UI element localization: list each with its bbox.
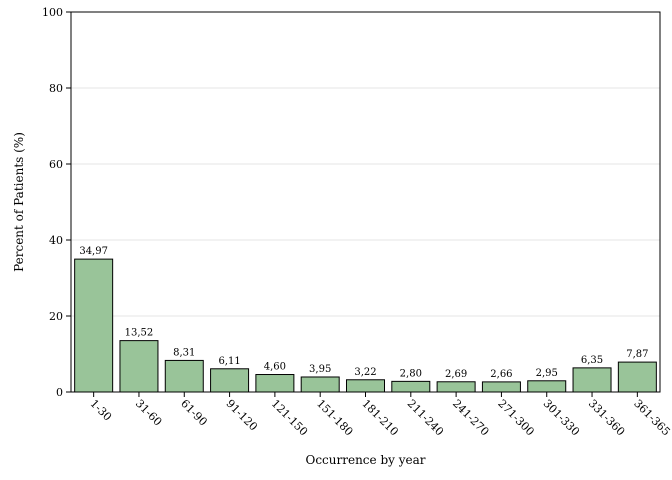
data-label: 6,35 <box>581 355 603 366</box>
data-label: 34,97 <box>79 246 108 257</box>
bar <box>255 374 295 393</box>
grid-lines <box>71 87 660 317</box>
x-tick-label: 121-150 <box>269 397 311 439</box>
x-tick-label: 91-120 <box>223 397 260 434</box>
bar <box>119 340 159 393</box>
bar <box>300 376 340 393</box>
x-tick-label: 61-90 <box>178 397 210 429</box>
bar <box>436 381 476 393</box>
data-label: 6,11 <box>218 356 240 367</box>
y-tick-label: 100 <box>42 6 63 19</box>
data-label: 2,95 <box>536 368 558 379</box>
y-tick-label: 20 <box>49 310 63 323</box>
data-label: 7,87 <box>626 349 648 360</box>
x-tick-label: 211-240 <box>405 397 447 439</box>
x-tick-label: 241-270 <box>450 397 492 439</box>
x-axis: 1-30 31-60 61-90 91-120 121-150 151-180 181-21… <box>88 392 672 438</box>
bar <box>346 379 385 393</box>
data-label: 3,95 <box>309 364 331 375</box>
x-axis-title: Occurrence by year <box>306 453 426 467</box>
y-tick-label: 0 <box>56 386 63 399</box>
y-tick-label: 40 <box>49 234 63 247</box>
x-tick-label: 31-60 <box>133 397 165 429</box>
bar <box>164 359 204 393</box>
data-label: 2,69 <box>445 369 467 380</box>
y-axis: 0 20 40 60 80 100 <box>42 6 71 399</box>
data-label: 2,80 <box>400 368 422 379</box>
x-tick-label: 181-210 <box>359 397 401 439</box>
bar <box>391 380 431 393</box>
plot-frame <box>70 11 661 393</box>
bar <box>481 381 521 393</box>
data-label: 3,22 <box>354 367 376 378</box>
bar <box>617 361 657 393</box>
data-labels: 34,97 13,52 8,31 6,11 4,60 3,95 3,22 2,80 2,69 2,… <box>79 246 648 380</box>
x-tick-label: 1-30 <box>88 397 115 424</box>
bar <box>527 380 567 393</box>
data-label: 2,66 <box>490 369 512 380</box>
x-tick-label: 331-360 <box>586 397 628 439</box>
data-label: 4,60 <box>264 362 286 373</box>
bar <box>572 367 612 393</box>
x-tick-label: 271-300 <box>495 397 537 439</box>
bar <box>210 368 250 393</box>
y-tick-label: 60 <box>49 158 63 171</box>
x-tick-label: 361-365 <box>631 397 672 439</box>
bar <box>74 258 114 393</box>
x-tick-label: 301-330 <box>541 397 583 439</box>
y-tick-label: 80 <box>49 82 63 95</box>
x-tick-label: 151-180 <box>314 397 356 439</box>
y-axis-title: Percent of Patients (%) <box>12 132 26 272</box>
data-label: 8,31 <box>173 347 195 358</box>
data-label: 13,52 <box>125 328 154 339</box>
